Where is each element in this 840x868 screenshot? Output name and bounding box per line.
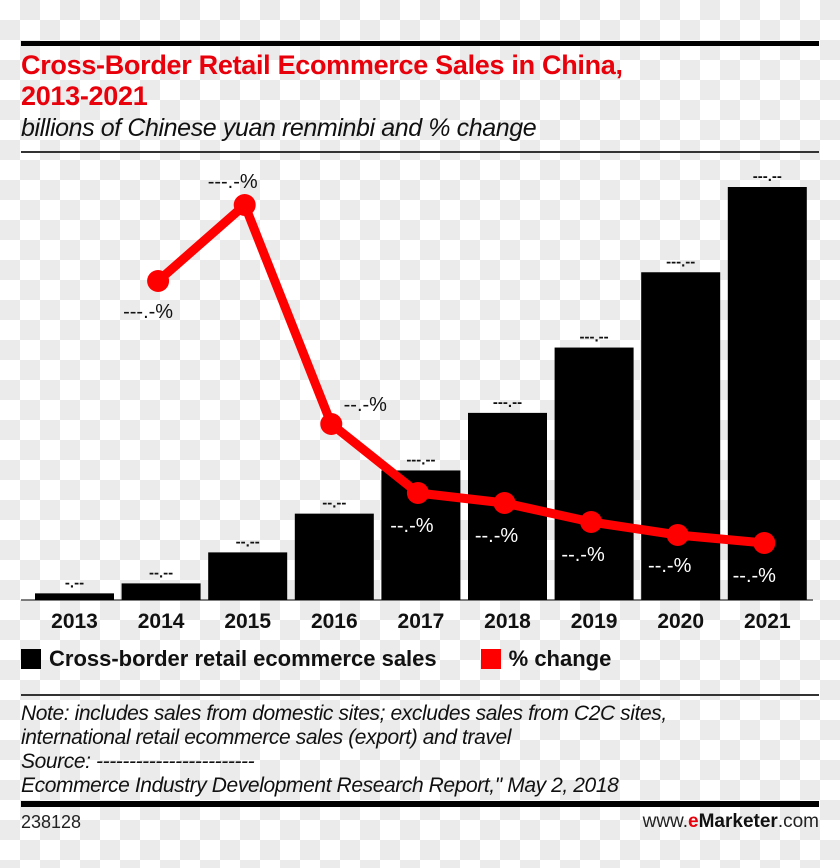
line-point-2017	[406, 482, 429, 504]
bar-2015	[208, 552, 288, 600]
bar-2014	[121, 583, 201, 600]
bar-value-label: ---.--	[493, 394, 522, 411]
source-line-1: Source: ------------------------	[21, 750, 255, 773]
bar-2019	[554, 347, 634, 600]
x-tick-2021: 2021	[744, 610, 791, 633]
bar-value-label: -.--	[65, 574, 84, 591]
x-tick-2014: 2014	[138, 610, 185, 633]
source-line-2: Ecommerce Industry Development Research …	[21, 774, 619, 797]
line-point-2020	[666, 524, 689, 546]
x-tick-2019: 2019	[571, 610, 618, 633]
line-value-label: --.-%	[475, 525, 519, 547]
line-value-label: --.-%	[648, 555, 692, 577]
line-point-2014	[147, 270, 170, 292]
legend-label-change: % change	[508, 646, 612, 671]
bar-value-label: ---.--	[406, 451, 435, 468]
line-point-2015	[233, 194, 256, 216]
line-value-label: ---.-%	[123, 301, 173, 323]
bar-2016	[294, 513, 374, 600]
chart-title: Cross-Border Retail Ecommerce Sales in C…	[21, 50, 821, 112]
legend-swatch-black	[21, 649, 41, 669]
bar-2021	[727, 187, 807, 600]
bar-value-label: --.--	[322, 495, 346, 512]
line-point-2018	[493, 492, 516, 514]
bar-2013	[35, 593, 114, 600]
line-value-label: --.-%	[344, 394, 388, 416]
chart-notes: Note: includes sales from domestic sites…	[21, 702, 821, 798]
bar-value-label: --.--	[149, 564, 173, 581]
chart-subtitle: billions of Chinese yuan renminbi and % …	[21, 114, 537, 142]
legend-label-sales: Cross-border retail ecommerce sales	[49, 646, 437, 671]
brand-link[interactable]: www.eMarketer.com	[643, 811, 819, 833]
line-value-label: --.-%	[733, 565, 777, 587]
chart-id: 238128	[21, 812, 82, 832]
x-tick-2016: 2016	[311, 610, 358, 633]
chart-title-line2: 2013-2021	[21, 81, 148, 111]
line-point-2016	[320, 413, 343, 435]
x-tick-2020: 2020	[657, 610, 704, 633]
x-tick-2018: 2018	[484, 610, 531, 633]
bar-value-label: --.--	[236, 533, 260, 550]
line-point-2019	[580, 511, 603, 533]
legend-rule	[21, 694, 819, 696]
chart-plot: -.-- 2013 --.-- 2014 --.-- 2015 --.-- 2016 ---.-…	[21, 168, 813, 633]
bar-value-label: ---.--	[666, 253, 695, 270]
chart-title-line1: Cross-Border Retail Ecommerce Sales in C…	[21, 50, 623, 80]
legend-swatch-red	[480, 649, 501, 669]
brand-suffix: .com	[777, 811, 819, 832]
line-point-2021	[753, 532, 776, 554]
brand-name: Marketer	[698, 811, 778, 832]
x-tick-2013: 2013	[51, 610, 98, 633]
subtitle-rule	[21, 151, 819, 153]
bar-value-label: ---.--	[753, 168, 782, 185]
legend-item-sales: Cross-border retail ecommerce sales	[21, 646, 437, 672]
bar-2020	[641, 272, 721, 600]
bottom-rule	[21, 801, 819, 807]
x-tick-2015: 2015	[224, 610, 271, 633]
line-value-label: --.-%	[390, 515, 434, 537]
x-tick-2017: 2017	[398, 610, 445, 633]
line-value-label: --.-%	[561, 544, 605, 566]
brand-e: e	[688, 811, 699, 832]
top-rule	[21, 41, 819, 46]
line-value-label: ---.-%	[208, 171, 258, 193]
note-line-1: Note: includes sales from domestic sites…	[21, 702, 667, 725]
chart-legend: Cross-border retail ecommerce sales % ch…	[21, 646, 655, 672]
legend-item-change: % change	[480, 646, 612, 672]
note-line-2: international retail ecommerce sales (ex…	[21, 726, 511, 749]
brand-prefix: www.	[642, 811, 689, 832]
percent-change-line	[153, 200, 769, 548]
bar-value-label: ---.--	[580, 329, 609, 346]
